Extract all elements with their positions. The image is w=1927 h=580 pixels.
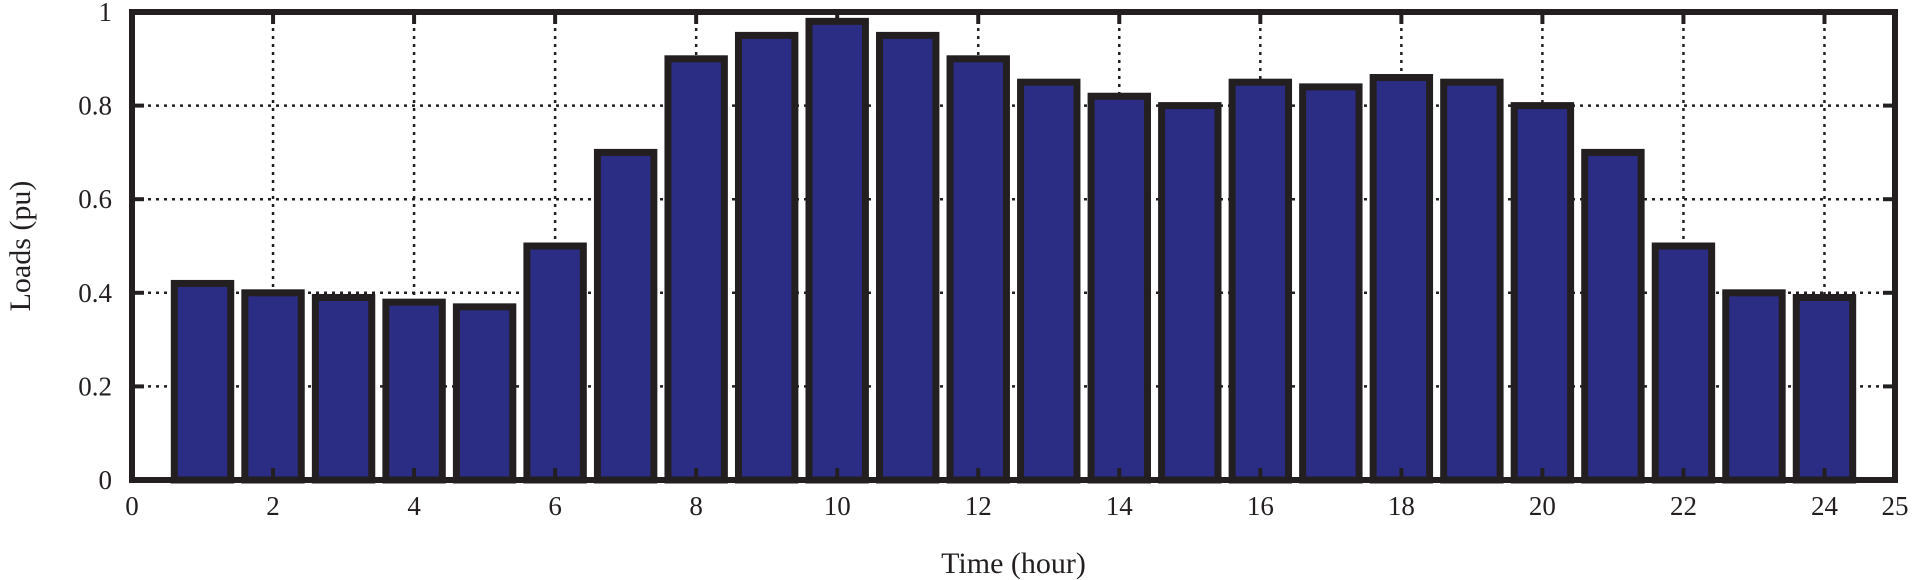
bar-hour-1	[170, 279, 235, 484]
bar-hour-13	[1017, 78, 1081, 484]
y-tick-label: 0.6	[78, 184, 112, 214]
x-tick-label: 12	[965, 491, 992, 521]
bar-hour-18	[1369, 74, 1434, 484]
bar-hour-21	[1581, 148, 1645, 484]
bar-hour-10	[805, 17, 869, 484]
bar-hour-12	[946, 55, 1010, 484]
y-tick-label: 0	[99, 465, 113, 495]
x-tick-label: 10	[824, 491, 851, 521]
bar-hour-8	[664, 55, 728, 484]
bar-hour-16	[1228, 78, 1293, 484]
x-tick-label: 14	[1106, 491, 1134, 521]
bar-hour-20	[1510, 102, 1575, 484]
plot-frame	[129, 9, 1898, 483]
x-tick-label: 2	[266, 491, 280, 521]
y-axis-title: Loads (pu)	[4, 181, 37, 312]
bar-hour-4	[382, 298, 446, 484]
y-tick-label: 0.4	[78, 278, 112, 308]
bar-hour-11	[876, 31, 940, 484]
x-axis-title: Time (hour)	[941, 547, 1086, 580]
bar-hour-17	[1299, 83, 1363, 484]
y-tick-labels: 0 0.2 0.4 0.6 0.8 1	[78, 0, 112, 495]
bar-hour-5	[452, 303, 517, 484]
bar-hour-6	[523, 242, 587, 484]
bar-hour-22	[1651, 242, 1716, 484]
x-tick-label: 6	[548, 491, 562, 521]
bar-hour-7	[593, 148, 658, 484]
x-tick-label: 24	[1811, 491, 1839, 521]
x-tick-label: 22	[1670, 491, 1697, 521]
bar-hour-23	[1722, 289, 1786, 484]
x-tick-label: 18	[1388, 491, 1415, 521]
x-tick-labels: 0 2 4 6 8 10 12 14 16 18 20 22 24 25	[125, 491, 1908, 521]
x-tick-label: 8	[689, 491, 703, 521]
bars-group	[170, 17, 1857, 484]
bar-hour-3	[311, 293, 376, 484]
x-tick-label: 25	[1882, 491, 1909, 521]
bar-hour-19	[1440, 78, 1504, 484]
x-tick-label: 0	[125, 491, 139, 521]
bar-hour-14	[1087, 92, 1151, 484]
bar-hour-2	[241, 289, 305, 484]
bar-hour-24	[1792, 293, 1857, 484]
y-tick-label: 1	[99, 0, 113, 27]
x-tick-label: 4	[407, 491, 421, 521]
x-tick-label: 20	[1529, 491, 1556, 521]
x-tick-label: 16	[1247, 491, 1274, 521]
tick-marks	[132, 12, 1895, 480]
bar-hour-15	[1158, 102, 1222, 484]
y-tick-label: 0.8	[78, 91, 112, 121]
bar-hour-9	[734, 31, 799, 484]
y-tick-label: 0.2	[78, 371, 112, 401]
